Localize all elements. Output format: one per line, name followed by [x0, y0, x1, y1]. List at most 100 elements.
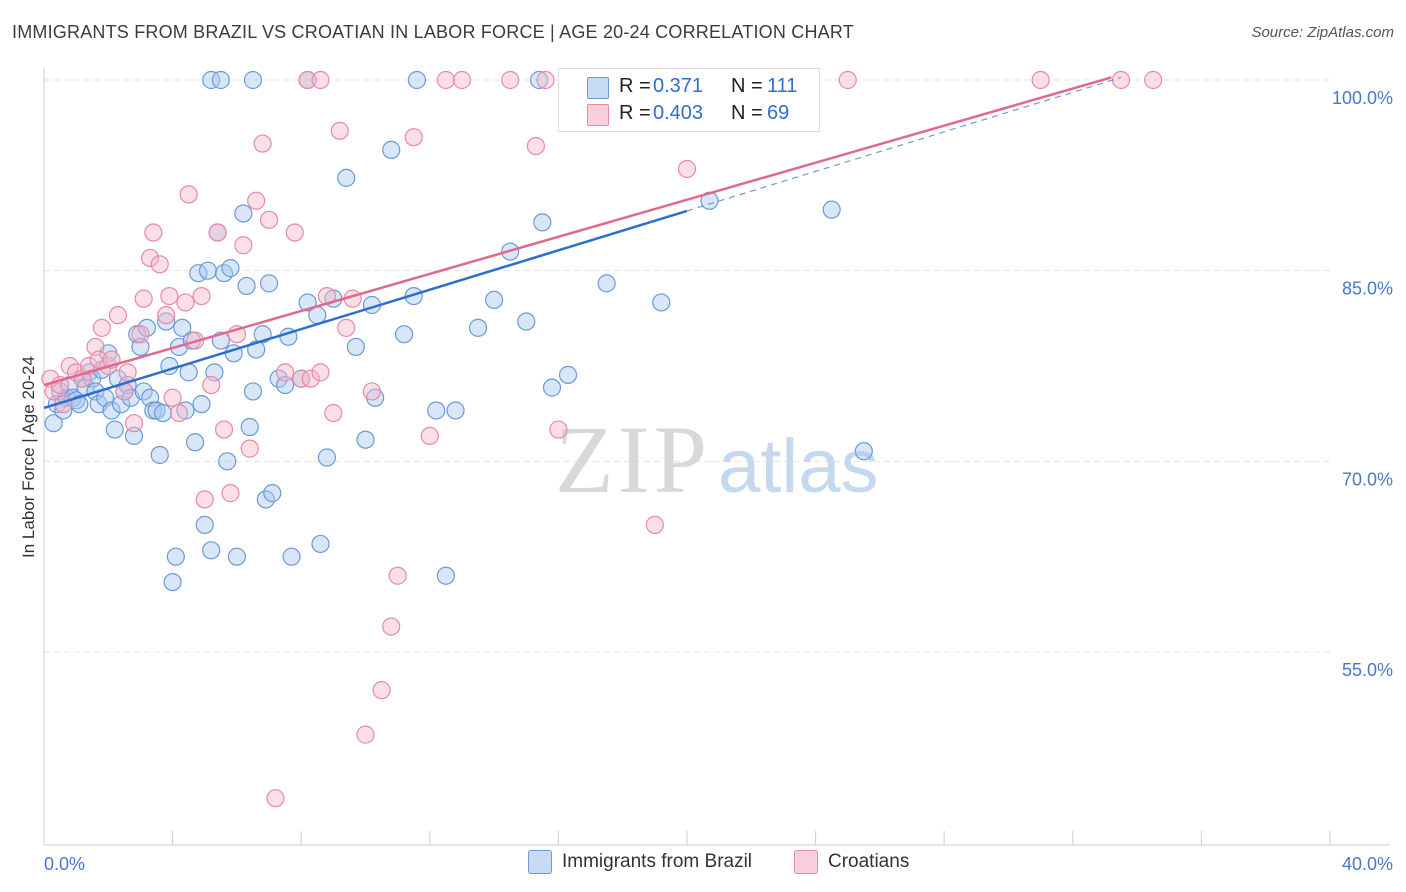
- data-point-brazil: [202, 70, 221, 90]
- data-point-croatians: [144, 223, 163, 242]
- data-point-brazil: [150, 445, 169, 465]
- data-point-brazil: [211, 70, 230, 90]
- legend-swatch-blue: [587, 77, 609, 99]
- legend-swatch-blue: [528, 850, 552, 874]
- legend-swatch-pink: [794, 850, 818, 874]
- data-point-brazil: [407, 70, 427, 90]
- data-point-brazil: [102, 401, 121, 420]
- data-point-brazil: [468, 318, 488, 337]
- data-point-croatians: [420, 426, 439, 446]
- data-point-brazil: [240, 417, 259, 437]
- data-point-croatians: [388, 566, 407, 585]
- data-point-croatians: [163, 388, 182, 407]
- data-point-croatians: [221, 484, 240, 503]
- data-point-croatians: [356, 725, 375, 744]
- legend-n-value-brazil: 111: [767, 75, 798, 97]
- data-point-croatians: [298, 70, 317, 90]
- stats-legend: R = 0.371 N = 111 R = 0.403 N = 69: [558, 68, 820, 132]
- data-point-brazil: [485, 290, 504, 310]
- trend-line-croatians: [43, 76, 1112, 387]
- data-point-brazil: [282, 547, 301, 566]
- data-point-croatians: [140, 248, 160, 268]
- x-tick-label: 40.0%: [1342, 854, 1393, 874]
- data-point-brazil: [311, 534, 330, 554]
- data-point-brazil: [822, 200, 841, 219]
- axes: [43, 68, 1390, 846]
- data-point-croatians: [118, 363, 137, 382]
- trend-line-brazil-extension: [686, 76, 1122, 212]
- data-point-croatians: [195, 490, 214, 509]
- data-point-croatians: [131, 325, 150, 344]
- data-point-croatians: [192, 286, 211, 306]
- data-point-brazil: [243, 382, 263, 401]
- legend-r-value-croatians: 0.403: [653, 102, 704, 124]
- data-point-croatians: [108, 306, 128, 325]
- data-point-croatians: [1144, 70, 1163, 90]
- legend-label-brazil: Immigrants from Brazil: [562, 851, 753, 872]
- data-point-croatians: [266, 789, 285, 808]
- data-point-brazil: [166, 547, 185, 566]
- data-point-brazil: [276, 375, 295, 395]
- data-point-croatians: [202, 375, 221, 395]
- data-point-croatians: [92, 318, 111, 337]
- data-point-croatians: [372, 681, 391, 700]
- data-point-croatians: [150, 255, 169, 274]
- data-point-croatians: [311, 363, 330, 382]
- data-point-brazil: [44, 414, 63, 433]
- data-point-croatians: [301, 369, 320, 388]
- data-point-croatians: [501, 70, 520, 90]
- legend-swatch-pink: [587, 104, 609, 126]
- data-point-brazil: [436, 566, 455, 585]
- data-point-croatians: [285, 223, 304, 242]
- data-point-brazil: [186, 433, 205, 452]
- data-point-croatians: [240, 439, 259, 458]
- data-point-brazil: [337, 168, 356, 187]
- legend-r-value-brazil: 0.371: [653, 75, 704, 97]
- data-point-croatians: [311, 70, 330, 90]
- data-point-brazil: [346, 337, 365, 357]
- data-point-croatians: [169, 403, 189, 423]
- data-point-croatians: [382, 617, 401, 636]
- source-credit: Source: ZipAtlas.com: [1251, 24, 1394, 41]
- data-point-croatians: [362, 382, 382, 401]
- y-tick-label: 55.0%: [1342, 660, 1393, 680]
- data-point-brazil: [173, 318, 192, 337]
- data-point-brazil: [105, 420, 124, 439]
- data-point-brazil: [259, 274, 279, 293]
- data-point-brazil: [70, 395, 89, 414]
- data-point-brazil: [124, 426, 144, 446]
- series-immigrants-from-brazil: [44, 70, 873, 592]
- data-point-brazil: [218, 452, 237, 471]
- data-point-brazil: [382, 140, 401, 160]
- data-point-croatians: [549, 420, 568, 439]
- data-point-croatians: [436, 70, 455, 90]
- data-point-brazil: [192, 395, 211, 414]
- data-point-croatians: [677, 159, 697, 179]
- data-point-croatians: [1031, 70, 1050, 90]
- x-tick-labels: 0.0% 40.0%: [44, 854, 1393, 874]
- data-point-brazil: [157, 312, 176, 331]
- data-point-brazil: [153, 403, 173, 423]
- watermark-atlas: atlas: [718, 424, 879, 509]
- data-point-croatians: [645, 515, 664, 534]
- data-point-brazil: [234, 204, 253, 223]
- data-point-croatians: [247, 191, 266, 210]
- y-tick-label: 85.0%: [1342, 279, 1393, 299]
- data-point-croatians: [276, 363, 295, 382]
- legend-n-label: N =: [731, 75, 763, 97]
- data-point-brazil: [558, 365, 578, 384]
- data-point-brazil: [195, 515, 214, 534]
- data-point-croatians: [337, 318, 356, 337]
- data-point-brazil: [356, 430, 375, 449]
- data-point-brazil: [227, 547, 246, 566]
- data-point-brazil: [317, 448, 337, 467]
- data-point-croatians: [330, 121, 349, 140]
- data-point-brazil: [198, 261, 218, 280]
- data-point-croatians: [526, 136, 545, 156]
- data-point-brazil: [221, 259, 240, 278]
- data-point-croatians: [404, 128, 423, 147]
- data-point-croatians: [157, 306, 176, 325]
- data-point-croatians: [214, 420, 234, 439]
- legend-label-croatians: Croatians: [828, 851, 910, 872]
